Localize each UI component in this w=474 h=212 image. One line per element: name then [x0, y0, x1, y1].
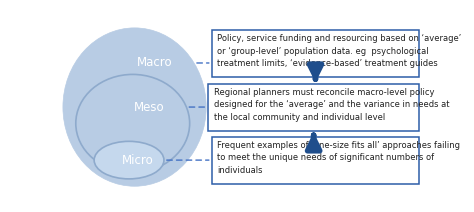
Ellipse shape — [63, 28, 206, 186]
FancyBboxPatch shape — [208, 84, 419, 131]
FancyBboxPatch shape — [212, 30, 419, 77]
Text: Macro: Macro — [137, 56, 173, 70]
Text: Policy, service funding and resourcing based on ‘average’
or ‘group-level’ popul: Policy, service funding and resourcing b… — [217, 34, 462, 68]
Text: Frequent examples of ‘one-size fits all’ approaches failing
to meet the unique n: Frequent examples of ‘one-size fits all’… — [217, 141, 460, 175]
Ellipse shape — [94, 141, 164, 179]
Text: Meso: Meso — [134, 100, 164, 114]
Text: Micro: Micro — [122, 154, 154, 167]
Text: Regional planners must reconcile macro-level policy
designed for the ‘average’ a: Regional planners must reconcile macro-l… — [213, 88, 449, 122]
FancyBboxPatch shape — [212, 137, 419, 184]
